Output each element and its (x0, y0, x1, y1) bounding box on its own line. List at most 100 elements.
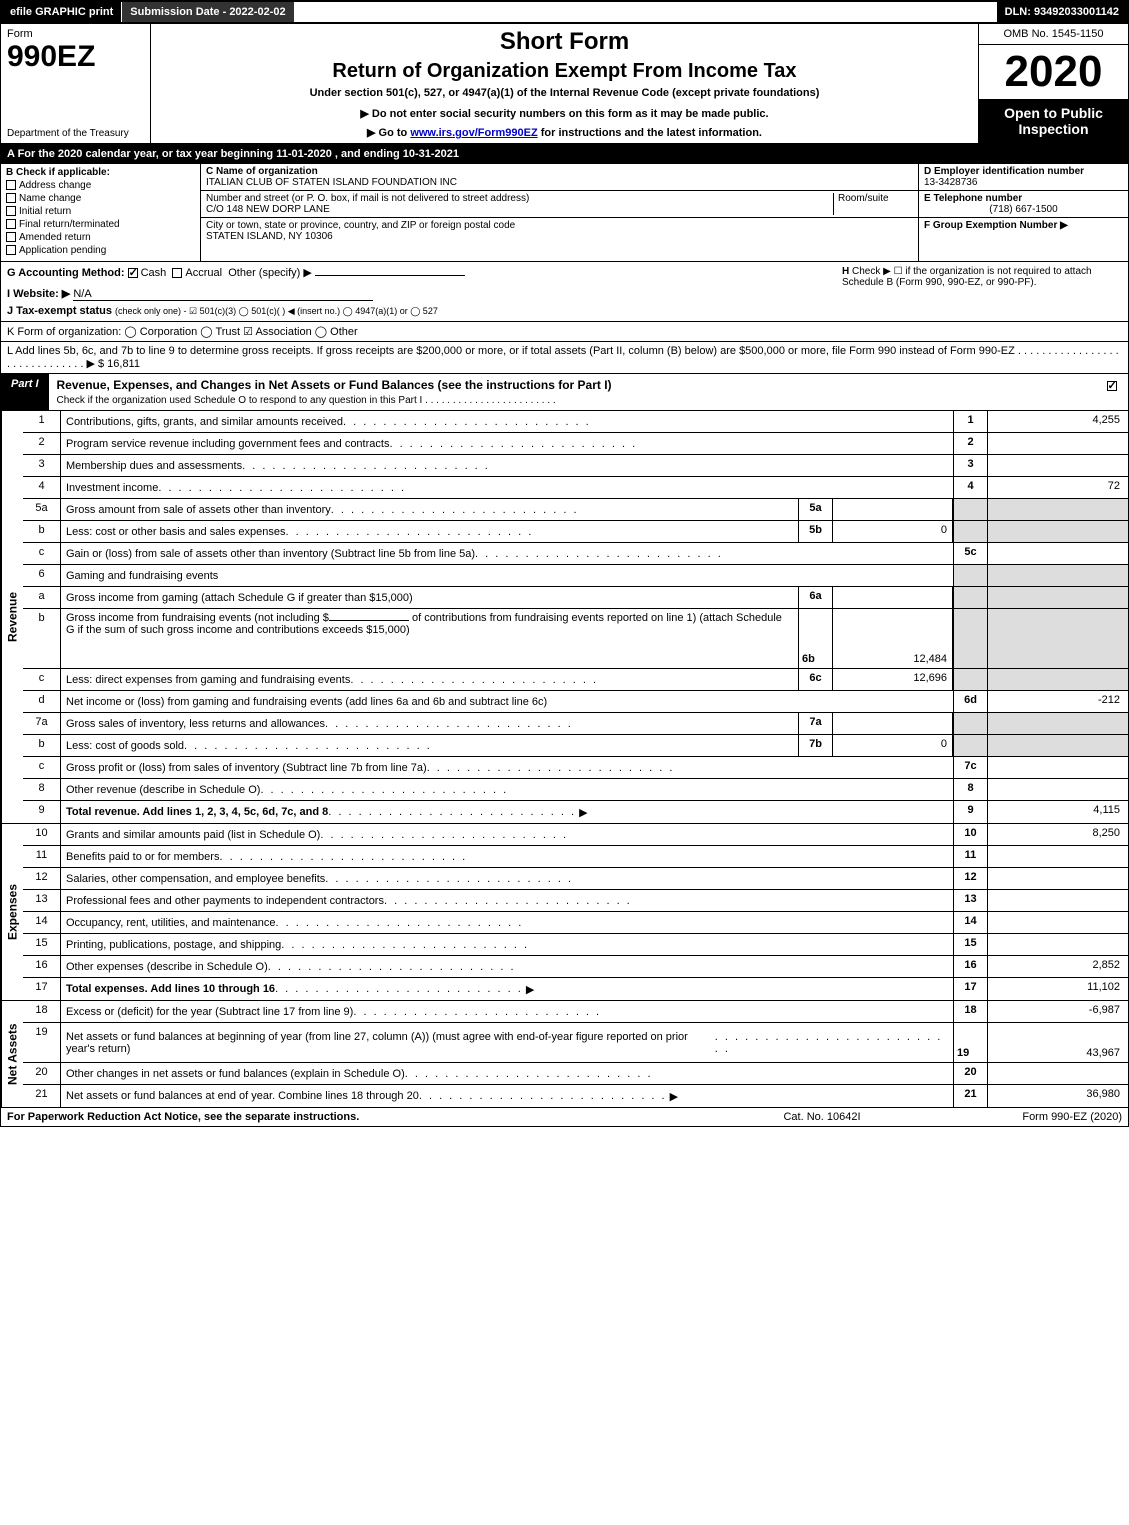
line-20-rnum: 20 (953, 1063, 988, 1084)
line-11-rnum: 11 (953, 846, 988, 867)
net-assets-label: Net Assets (1, 1001, 23, 1107)
name-change-label: Name change (19, 193, 81, 204)
g-label: G Accounting Method: (7, 267, 125, 279)
line-7b-mid: 7b (798, 735, 833, 756)
line-7a-num: 7a (23, 713, 61, 734)
line-11-num: 11 (23, 846, 61, 867)
topbar-spacer (295, 2, 997, 22)
open-to-public: Open to Public Inspection (979, 99, 1128, 143)
line-12-val (988, 868, 1128, 889)
website-value: N/A (73, 288, 373, 301)
line-2-num: 2 (23, 433, 61, 454)
header-right: OMB No. 1545-1150 2020 Open to Public In… (978, 24, 1128, 143)
schedule-o-checkbox[interactable] (1107, 381, 1117, 391)
accrual-checkbox[interactable] (172, 268, 182, 278)
efile-print-button[interactable]: efile GRAPHIC print (2, 2, 122, 22)
cash-checkbox[interactable] (128, 268, 138, 278)
line-3-val (988, 455, 1128, 476)
i-website-label: I Website: ▶ (7, 288, 70, 300)
street-label: Number and street (or P. O. box, if mail… (206, 193, 529, 204)
telephone-value: (718) 667-1500 (924, 204, 1123, 215)
line-7c-desc: Gross profit or (loss) from sales of inv… (66, 762, 427, 774)
line-12-rnum: 12 (953, 868, 988, 889)
line-6b-desc1: Gross income from fundraising events (no… (66, 612, 329, 624)
line-10-desc: Grants and similar amounts paid (list in… (66, 829, 320, 841)
line-19-desc: Net assets or fund balances at beginning… (66, 1031, 715, 1055)
line-16-val: 2,852 (988, 956, 1128, 977)
accrual-label: Accrual (185, 267, 222, 279)
amended-return-checkbox[interactable] (6, 232, 16, 242)
revenue-label: Revenue (1, 411, 23, 823)
line-9-val: 4,115 (988, 801, 1128, 823)
j-tax-exempt-label: J Tax-exempt status (7, 305, 112, 317)
line-5a-desc: Gross amount from sale of assets other t… (66, 504, 331, 516)
initial-return-checkbox[interactable] (6, 206, 16, 216)
form-label: Form (7, 28, 144, 40)
line-20-val (988, 1063, 1128, 1084)
line-2-val (988, 433, 1128, 454)
form-footer-label: Form 990-EZ (2020) (922, 1111, 1122, 1123)
line-10-rnum: 10 (953, 824, 988, 845)
h-text: Check ▶ ☐ if the organization is not req… (842, 266, 1092, 288)
application-pending-label: Application pending (19, 245, 106, 256)
application-pending-checkbox[interactable] (6, 245, 16, 255)
line-6b-num: b (23, 609, 61, 668)
line-15-rnum: 15 (953, 934, 988, 955)
short-form-title: Short Form (157, 28, 972, 56)
line-6c-desc: Less: direct expenses from gaming and fu… (66, 674, 350, 686)
line-6a-desc: Gross income from gaming (attach Schedul… (66, 592, 413, 604)
line-7a-midval (833, 713, 953, 734)
name-change-checkbox[interactable] (6, 193, 16, 203)
omb-number: OMB No. 1545-1150 (979, 24, 1128, 45)
line-6d-num: d (23, 691, 61, 712)
section-d-e-f: D Employer identification number 13-3428… (918, 164, 1128, 261)
line-5c-rnum: 5c (953, 543, 988, 564)
line-6d-desc: Net income or (loss) from gaming and fun… (66, 696, 547, 708)
final-return-checkbox[interactable] (6, 219, 16, 229)
line-14-rnum: 14 (953, 912, 988, 933)
line-18-desc: Excess or (deficit) for the year (Subtra… (66, 1006, 353, 1018)
address-change-checkbox[interactable] (6, 180, 16, 190)
amended-return-label: Amended return (19, 232, 91, 243)
line-17-val: 11,102 (988, 978, 1128, 1000)
line-6a-mid: 6a (798, 587, 833, 608)
line-3-rnum: 3 (953, 455, 988, 476)
line-19-val: 43,967 (988, 1023, 1128, 1062)
line-2-rnum: 2 (953, 433, 988, 454)
line-1-num: 1 (23, 411, 61, 432)
line-7b-desc: Less: cost of goods sold (66, 740, 184, 752)
line-13-rnum: 13 (953, 890, 988, 911)
line-5b-mid: 5b (798, 521, 833, 542)
catalog-number: Cat. No. 10642I (722, 1111, 922, 1123)
irs-link[interactable]: www.irs.gov/Form990EZ (410, 127, 537, 139)
line-10-val: 8,250 (988, 824, 1128, 845)
line-18-val: -6,987 (988, 1001, 1128, 1022)
net-assets-section: Net Assets 18Excess or (deficit) for the… (0, 1001, 1129, 1108)
line-19-num: 19 (23, 1023, 61, 1062)
line-5a-num: 5a (23, 499, 61, 520)
line-3-num: 3 (23, 455, 61, 476)
paperwork-notice: For Paperwork Reduction Act Notice, see … (7, 1111, 722, 1123)
j-tax-exempt-text: (check only one) - ☑ 501(c)(3) ◯ 501(c)(… (115, 306, 438, 316)
room-suite-label: Room/suite (833, 193, 913, 215)
final-return-label: Final return/terminated (19, 219, 120, 230)
org-name: ITALIAN CLUB OF STATEN ISLAND FOUNDATION… (206, 177, 457, 188)
part-1-subtitle: Check if the organization used Schedule … (57, 395, 556, 406)
line-17-desc: Total expenses. Add lines 10 through 16 (66, 983, 275, 995)
line-6a-num: a (23, 587, 61, 608)
section-g-h: G Accounting Method: Cash Accrual Other … (0, 262, 1129, 322)
line-11-desc: Benefits paid to or for members (66, 851, 219, 863)
line-13-desc: Professional fees and other payments to … (66, 895, 384, 907)
goto-prefix: ▶ Go to (367, 127, 410, 139)
line-21-rnum: 21 (953, 1085, 988, 1107)
city-state-zip: STATEN ISLAND, NY 10306 (206, 231, 333, 242)
line-5b-desc: Less: cost or other basis and sales expe… (66, 526, 286, 538)
ein-value: 13-3428736 (924, 177, 977, 188)
address-change-label: Address change (19, 180, 91, 191)
part-1-header: Part I Revenue, Expenses, and Changes in… (0, 374, 1129, 411)
line-8-num: 8 (23, 779, 61, 800)
line-6c-midval: 12,696 (833, 669, 953, 690)
line-16-rnum: 16 (953, 956, 988, 977)
line-15-val (988, 934, 1128, 955)
b-label: B Check if applicable: (6, 167, 195, 178)
